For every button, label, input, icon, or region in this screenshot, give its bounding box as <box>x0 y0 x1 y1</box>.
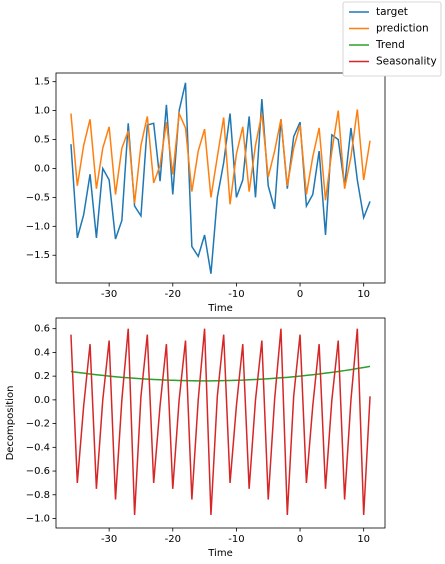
y-axis-label: Decomposition <box>5 386 16 461</box>
x-axis-label: Time <box>207 548 232 559</box>
y-tick-label: 0.5 <box>34 135 50 146</box>
x-tick-label: -10 <box>228 534 244 545</box>
x-tick-label: -10 <box>228 289 244 300</box>
x-tick-label: -30 <box>101 289 117 300</box>
y-tick-label: 1.0 <box>34 106 50 117</box>
x-tick-label: 0 <box>297 289 303 300</box>
legend-frame <box>342 1 442 77</box>
y-tick-label: 0.6 <box>34 324 50 335</box>
y-tick-label: 0.2 <box>34 371 50 382</box>
x-tick-label: -30 <box>101 534 117 545</box>
y-tick-label: −0.2 <box>26 419 50 430</box>
y-tick-label: 0.4 <box>34 347 50 358</box>
y-tick-label: 0.0 <box>34 395 50 406</box>
axes-frame <box>55 317 386 529</box>
line-series <box>70 82 371 274</box>
legend-label: Trend <box>375 39 405 51</box>
y-tick-label: −0.4 <box>26 442 50 453</box>
y-tick-label: 0.0 <box>34 163 50 174</box>
axes-frame <box>55 72 386 284</box>
x-tick-label: -20 <box>165 289 181 300</box>
legend-label: target <box>376 6 408 18</box>
y-tick-label: −1.0 <box>26 514 50 525</box>
x-tick-label: 10 <box>357 534 370 545</box>
y-tick-label: −0.5 <box>26 192 50 203</box>
legend-label: prediction <box>376 23 429 35</box>
y-tick-label: −0.8 <box>26 490 50 501</box>
x-axis-label: Time <box>207 303 232 314</box>
x-tick-label: 0 <box>297 534 303 545</box>
line-series <box>70 109 371 205</box>
y-tick-label: −1.5 <box>26 250 50 261</box>
x-tick-label: -20 <box>165 534 181 545</box>
x-tick-label: 10 <box>357 289 370 300</box>
line-series <box>70 328 371 515</box>
y-tick-label: −1.0 <box>26 221 50 232</box>
legend: target prediction Trend Seasonality <box>342 1 442 77</box>
y-tick-label: 1.5 <box>34 77 50 88</box>
legend-label: Seasonality <box>376 56 437 68</box>
y-tick-label: −0.6 <box>26 466 50 477</box>
